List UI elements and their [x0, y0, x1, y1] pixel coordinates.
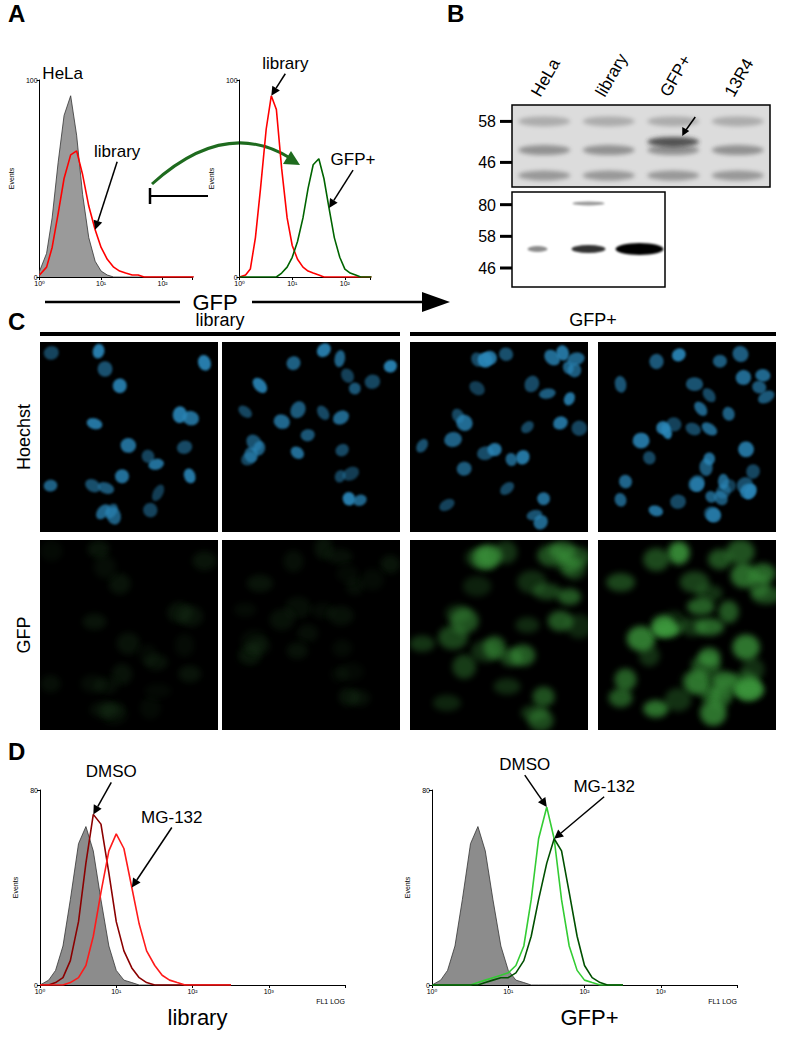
- svg-text:library: library: [195, 310, 244, 330]
- svg-text:80: 80: [478, 197, 496, 214]
- svg-text:100: 100: [226, 77, 238, 84]
- svg-text:10⁰: 10⁰: [34, 280, 45, 287]
- svg-text:10²: 10²: [340, 280, 351, 287]
- svg-text:0: 0: [233, 273, 238, 281]
- svg-text:10²: 10²: [579, 988, 590, 995]
- svg-text:10⁰: 10⁰: [35, 988, 46, 995]
- svg-text:A: A: [8, 0, 25, 27]
- svg-text:10²: 10²: [187, 988, 198, 995]
- svg-text:DMSO: DMSO: [499, 755, 550, 774]
- svg-text:80: 80: [422, 787, 430, 794]
- svg-text:FL1 LOG: FL1 LOG: [316, 998, 345, 1005]
- svg-text:100: 100: [26, 77, 38, 84]
- svg-text:10³: 10³: [656, 988, 667, 995]
- svg-text:GFP+: GFP+: [656, 52, 695, 100]
- svg-text:10¹: 10¹: [503, 988, 514, 995]
- svg-text:58: 58: [478, 228, 496, 245]
- svg-text:MG-132: MG-132: [141, 808, 202, 827]
- svg-text:FL1 LOG: FL1 LOG: [708, 998, 737, 1005]
- svg-text:46: 46: [478, 154, 496, 171]
- svg-text:library: library: [168, 1005, 228, 1030]
- svg-text:GFP+: GFP+: [569, 310, 617, 330]
- svg-text:Events: Events: [208, 167, 215, 189]
- svg-text:library: library: [94, 142, 141, 161]
- svg-text:10¹: 10¹: [111, 988, 122, 995]
- svg-text:HeLa: HeLa: [527, 55, 564, 100]
- svg-text:0: 0: [34, 981, 38, 989]
- svg-text:C: C: [8, 308, 25, 335]
- svg-text:GFP: GFP: [192, 290, 238, 315]
- svg-text:10⁰: 10⁰: [427, 988, 438, 995]
- svg-text:library: library: [262, 54, 309, 73]
- svg-text:HeLa: HeLa: [42, 64, 83, 83]
- svg-text:13R4: 13R4: [721, 55, 758, 100]
- svg-text:D: D: [8, 738, 25, 765]
- svg-text:Events: Events: [12, 876, 19, 898]
- svg-text:10²: 10²: [158, 280, 169, 287]
- svg-text:10³: 10³: [264, 988, 275, 995]
- svg-text:Hoechst: Hoechst: [14, 404, 34, 470]
- svg-text:58: 58: [478, 113, 496, 130]
- svg-text:10¹: 10¹: [287, 280, 298, 287]
- svg-text:GFP: GFP: [14, 616, 34, 653]
- svg-text:Events: Events: [404, 876, 411, 898]
- svg-text:0: 0: [33, 273, 38, 281]
- svg-text:0: 0: [426, 981, 430, 989]
- svg-text:10¹: 10¹: [96, 280, 107, 287]
- svg-text:Events: Events: [8, 167, 15, 189]
- svg-text:GFP+: GFP+: [560, 1005, 618, 1030]
- svg-text:80: 80: [30, 787, 38, 794]
- svg-text:46: 46: [478, 260, 496, 277]
- svg-text:10⁰: 10⁰: [234, 280, 245, 287]
- svg-text:library: library: [592, 50, 632, 100]
- svg-text:B: B: [447, 0, 464, 27]
- svg-text:DMSO: DMSO: [86, 762, 137, 781]
- svg-text:MG-132: MG-132: [573, 777, 634, 796]
- svg-text:GFP+: GFP+: [331, 150, 376, 169]
